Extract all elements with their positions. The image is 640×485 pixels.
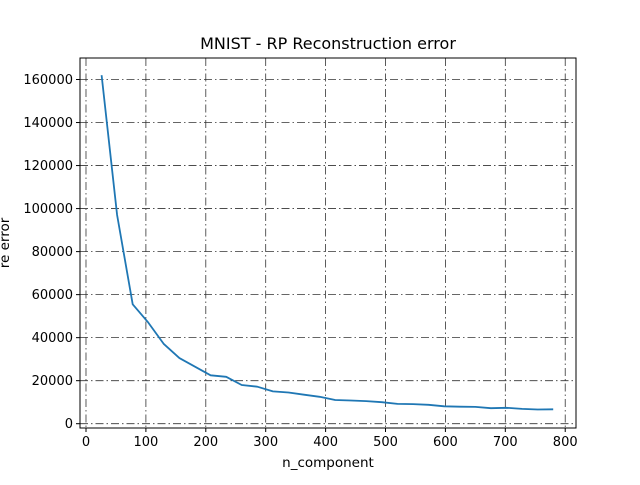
y-tick-label: 160000: [23, 73, 73, 88]
y-tick-label: 60000: [32, 288, 73, 303]
y-tick-label: 40000: [32, 331, 73, 346]
x-tick-label: 0: [82, 435, 90, 450]
x-tick-label: 300: [253, 435, 278, 450]
grid: [80, 58, 576, 428]
y-tick-label: 140000: [23, 116, 73, 131]
y-axis: 0 20000 40000 60000 80000 100000 120000 140000 1…: [23, 73, 80, 432]
x-tick-label: 100: [133, 435, 158, 450]
x-tick-label: 400: [313, 435, 338, 450]
y-tick-label: 0: [65, 417, 73, 432]
x-tick-label: 800: [553, 435, 578, 450]
y-tick-label: 100000: [23, 202, 73, 217]
y-tick-label: 80000: [32, 245, 73, 260]
series-layer: [100, 75, 554, 411]
series-line: [100, 75, 554, 411]
chart-title: MNIST - RP Reconstruction error: [200, 34, 456, 53]
x-tick-label: 700: [493, 435, 518, 450]
x-axis: 0 100 200 300 400 500 600 700 800: [82, 428, 578, 450]
plot-frame: [79, 57, 577, 429]
y-axis-label: re error: [0, 217, 13, 268]
x-tick-label: 200: [193, 435, 218, 450]
x-tick-label: 500: [373, 435, 398, 450]
y-tick-label: 120000: [23, 159, 73, 174]
x-tick-label: 600: [433, 435, 458, 450]
y-tick-label: 20000: [32, 374, 73, 389]
x-axis-label: n_component: [282, 455, 374, 471]
